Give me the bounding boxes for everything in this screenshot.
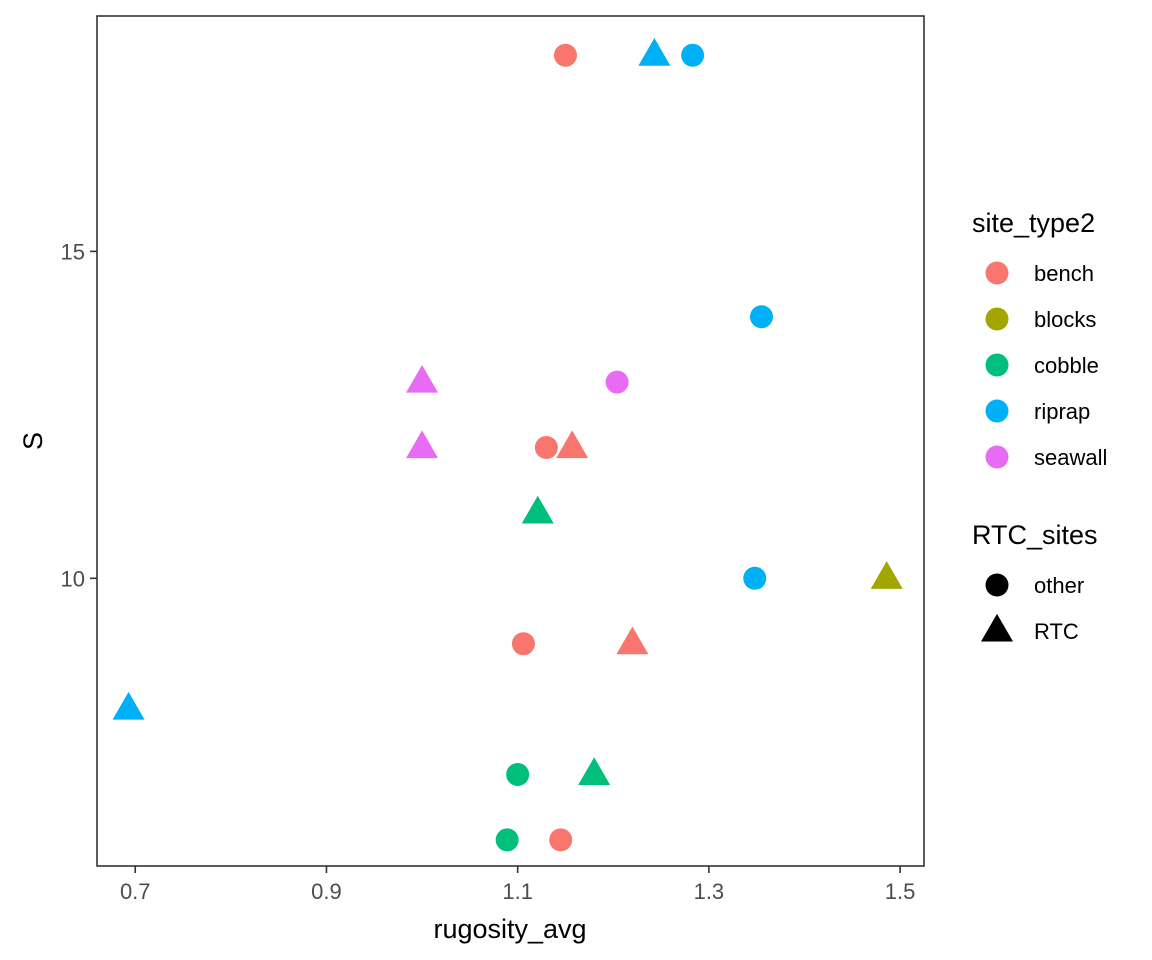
- legend-key-cobble: [985, 353, 1009, 377]
- data-point-triangle: [556, 430, 589, 459]
- legend-title: site_type2: [972, 208, 1095, 238]
- data-point-circle: [749, 305, 773, 329]
- points-layer: [112, 38, 903, 852]
- legend-key-seawall: [985, 445, 1009, 469]
- y-axis-title: S: [18, 432, 48, 450]
- legend-title: RTC_sites: [972, 520, 1098, 550]
- data-point-circle: [553, 43, 577, 67]
- x-tick-label: 1.3: [694, 879, 725, 904]
- data-point-circle: [681, 43, 705, 67]
- legend-key-triangle: [981, 613, 1013, 642]
- y-tick-label: 15: [61, 239, 85, 264]
- data-point-triangle: [870, 561, 903, 589]
- data-point-triangle: [616, 626, 649, 655]
- data-point-triangle: [406, 364, 439, 393]
- x-tick-label: 0.7: [120, 879, 151, 904]
- legend-label: bench: [1034, 261, 1094, 286]
- legend-key-riprap: [985, 399, 1009, 423]
- x-tick-label: 1.5: [885, 879, 916, 904]
- data-point-circle: [743, 566, 767, 590]
- data-point-circle: [534, 436, 558, 460]
- legend-key-blocks: [985, 307, 1009, 331]
- data-point-circle: [549, 828, 573, 852]
- data-point-triangle: [638, 38, 671, 66]
- data-point-circle: [605, 370, 629, 394]
- legend-label: cobble: [1034, 353, 1099, 378]
- legend-label: seawall: [1034, 445, 1107, 470]
- data-point-triangle: [521, 495, 554, 524]
- legend-key-circle: [985, 573, 1009, 597]
- legend-label: RTC: [1034, 619, 1079, 644]
- x-axis: 0.7 0.9 1.1 1.3 1.5: [120, 866, 915, 904]
- x-axis-title: rugosity_avg: [433, 914, 586, 944]
- x-tick-label: 1.1: [502, 879, 533, 904]
- legend-label: blocks: [1034, 307, 1096, 332]
- data-point-circle: [511, 632, 535, 656]
- y-tick-label: 10: [61, 566, 85, 591]
- y-axis: 10 15: [61, 239, 97, 591]
- data-point-circle: [495, 828, 519, 852]
- data-point-circle: [506, 762, 530, 786]
- data-point-triangle: [578, 757, 611, 785]
- plot-panel-border: [96, 15, 925, 867]
- data-point-triangle: [406, 430, 439, 459]
- legend-label: riprap: [1034, 399, 1090, 424]
- legend-label: other: [1034, 573, 1084, 598]
- x-tick-label: 0.9: [311, 879, 342, 904]
- legend-key-bench: [985, 261, 1009, 285]
- data-point-triangle: [112, 691, 145, 720]
